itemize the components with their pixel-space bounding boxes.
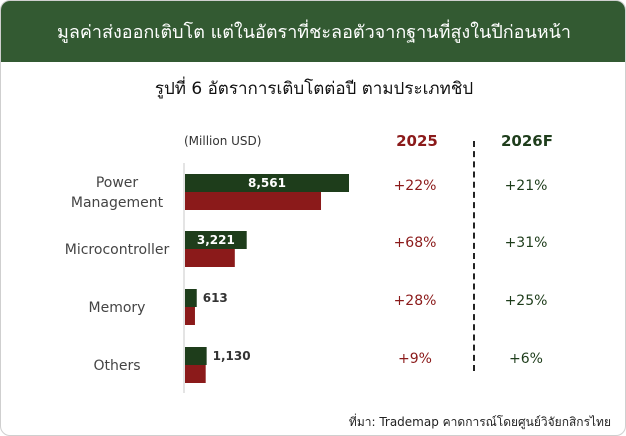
bar-secondary — [185, 365, 206, 383]
growth-header-2025: 2025 — [396, 132, 438, 150]
bar-value-label: 3,221 — [197, 233, 235, 247]
banner-title: มูลค่าส่งออกเติบโต แต่ในอัตราที่ชะลอตัวจ… — [1, 1, 625, 62]
bar-value-label: 613 — [203, 291, 228, 305]
bar-secondary — [185, 249, 235, 267]
bar-secondary — [185, 307, 195, 325]
growth-value-2026f: +31% — [505, 235, 548, 251]
chart-subtitle: รูปที่ 6 อัตราการเติบโตต่อปี ตามประเภทชิ… — [154, 79, 474, 99]
unit-label: (Million USD) — [184, 134, 262, 148]
growth-value-2025: +28% — [394, 293, 437, 309]
bar-primary — [185, 174, 349, 192]
bar-value-label: 8,561 — [248, 176, 286, 190]
growth-value-2026f: +21% — [505, 178, 548, 194]
bar-primary — [185, 347, 207, 365]
bar-secondary — [185, 192, 322, 210]
bar-primary — [185, 289, 197, 307]
source-note: ที่มา: Trademap คาดการณ์โดยศูนย์วิจัยกสิ… — [348, 415, 611, 429]
category-label: Microcontroller — [65, 242, 170, 258]
category-label: Management — [71, 195, 164, 211]
category-label: Power — [96, 175, 139, 191]
category-label: Memory — [89, 300, 146, 316]
column-divider — [473, 141, 475, 371]
category-label: Others — [93, 358, 140, 374]
growth-value-2026f: +6% — [509, 351, 543, 367]
growth-header-2026f: 2026F — [501, 132, 553, 150]
bar-primary — [185, 231, 247, 249]
growth-value-2025: +68% — [394, 235, 437, 251]
growth-value-2025: +9% — [398, 351, 432, 367]
growth-value-2026f: +25% — [505, 293, 548, 309]
bar-value-label: 1,130 — [213, 349, 251, 363]
growth-value-2025: +22% — [394, 178, 437, 194]
